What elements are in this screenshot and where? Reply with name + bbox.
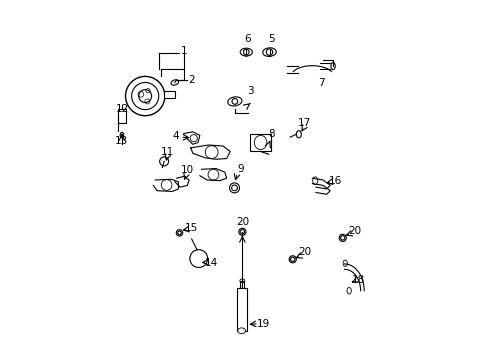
Ellipse shape (237, 328, 245, 334)
Text: 4: 4 (172, 131, 179, 141)
Ellipse shape (343, 260, 346, 266)
Ellipse shape (254, 135, 266, 150)
Text: 3: 3 (247, 86, 253, 96)
Ellipse shape (171, 80, 178, 85)
Ellipse shape (177, 231, 181, 235)
Ellipse shape (238, 228, 245, 235)
Ellipse shape (330, 63, 335, 69)
Text: 16: 16 (328, 176, 342, 186)
Text: 5: 5 (267, 34, 274, 44)
Ellipse shape (231, 185, 237, 191)
Text: 9: 9 (236, 164, 243, 174)
Ellipse shape (120, 132, 123, 138)
Ellipse shape (312, 177, 317, 185)
Text: 8: 8 (268, 129, 274, 139)
Text: 20: 20 (235, 217, 248, 227)
Bar (118, 109, 125, 123)
Ellipse shape (160, 157, 168, 166)
Ellipse shape (296, 131, 301, 138)
Text: 11: 11 (161, 147, 174, 157)
Ellipse shape (240, 48, 252, 56)
Text: 10: 10 (181, 165, 194, 175)
Ellipse shape (227, 97, 242, 106)
Ellipse shape (240, 279, 244, 283)
Text: 12: 12 (115, 104, 128, 113)
Text: 14: 14 (204, 258, 218, 268)
Text: 20: 20 (347, 226, 360, 236)
Text: 18: 18 (351, 275, 365, 285)
Text: 17: 17 (297, 118, 310, 128)
Ellipse shape (290, 257, 294, 261)
Ellipse shape (288, 256, 296, 263)
Text: 1: 1 (180, 46, 187, 56)
Text: 2: 2 (188, 75, 195, 85)
Ellipse shape (339, 234, 346, 242)
Text: 20: 20 (297, 247, 310, 257)
Ellipse shape (262, 48, 276, 57)
Bar (236, 288, 246, 331)
Ellipse shape (340, 236, 344, 240)
Ellipse shape (346, 288, 350, 294)
Ellipse shape (229, 183, 239, 193)
Text: 13: 13 (114, 136, 128, 146)
Text: 19: 19 (256, 319, 269, 329)
Bar (249, 134, 271, 152)
Text: 15: 15 (184, 223, 198, 233)
Ellipse shape (176, 230, 183, 236)
Text: 6: 6 (244, 34, 250, 44)
Bar (164, 91, 175, 98)
Text: 7: 7 (317, 78, 324, 88)
Ellipse shape (240, 230, 244, 234)
